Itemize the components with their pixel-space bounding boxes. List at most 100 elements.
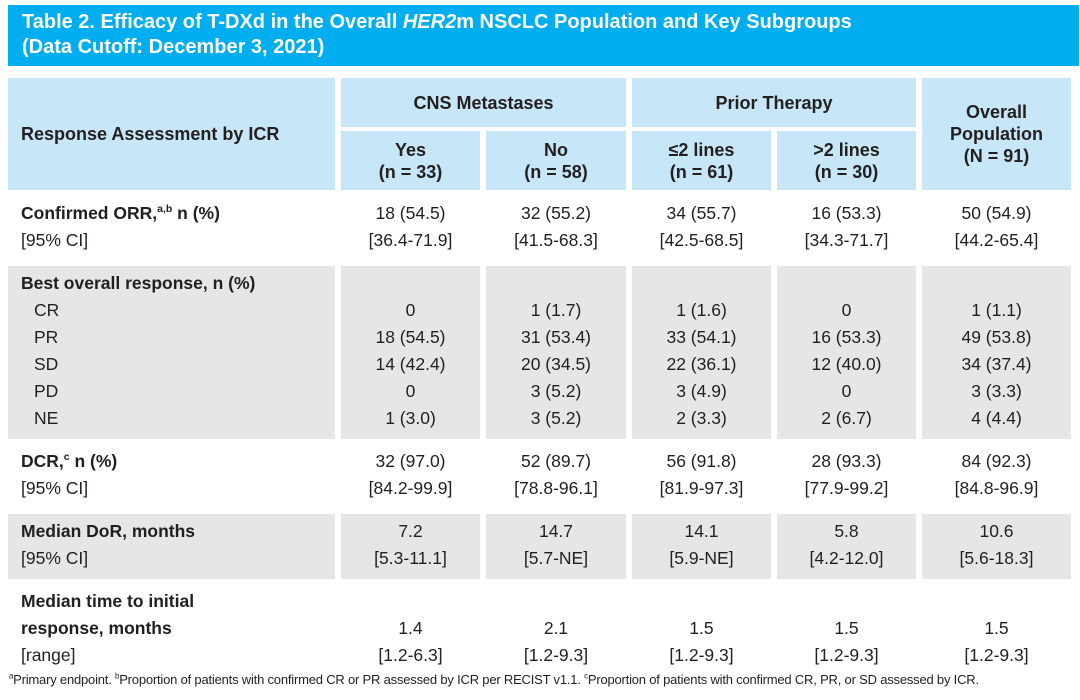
value: [36.4-71.9] (368, 230, 453, 250)
column-group-cns-metastases: CNS Metastases (341, 78, 626, 127)
value: [1.2-6.3] (378, 645, 443, 665)
column-n: (n = 30) (814, 161, 879, 182)
footnote: aPrimary endpoint. bProportion of patien… (9, 671, 979, 687)
value: 10.6 (979, 521, 1014, 541)
value: 33 (54.1) (666, 327, 737, 347)
value-cell: 1 (1.1) 49 (53.8) 34 (37.4) 3 (3.3) 4 (4.4) (922, 266, 1071, 439)
value-cell: 18 (54.5) [36.4-71.9] (341, 196, 480, 261)
value: 16 (53.3) (811, 327, 882, 347)
value: 18 (54.5) (375, 203, 446, 223)
value: [5.9-NE] (669, 548, 734, 568)
column-header-gt2-lines: >2 lines (n = 30) (777, 131, 916, 190)
value: [1.2-9.3] (814, 645, 879, 665)
value-cell: 14.1 [5.9-NE] (632, 514, 771, 579)
value: 31 (53.4) (520, 327, 592, 347)
value: 2 (6.7) (821, 408, 872, 428)
column-name: Yes (394, 139, 427, 160)
value: [84.8-96.9] (954, 478, 1039, 498)
value-cell: 34 (55.7) [42.5-68.5] (632, 196, 771, 261)
value: 0 (405, 300, 416, 320)
value (922, 588, 1071, 615)
value: [5.6-18.3] (959, 548, 1034, 568)
value: 0 (841, 381, 852, 401)
value: 3 (4.9) (676, 381, 727, 401)
value: 2.1 (543, 618, 569, 638)
footnote-marker: b (115, 671, 120, 681)
value: [5.3-11.1] (374, 548, 447, 568)
value: 3 (5.2) (530, 381, 582, 401)
value (341, 588, 480, 615)
row-label: PD (34, 381, 59, 401)
value: 14 (42.4) (375, 354, 446, 374)
value-cell: 84 (92.3) [84.8-96.9] (922, 444, 1071, 509)
column-group-prior-therapy: Prior Therapy (632, 78, 916, 127)
stub-header-label: Response Assessment by ICR (21, 124, 280, 144)
column-name: >2 lines (813, 139, 880, 160)
value: 12 (40.0) (811, 354, 882, 374)
value: 56 (91.8) (666, 451, 737, 471)
row-label: NE (34, 408, 59, 428)
column-header-overall-population: Overall Population (N = 91) (922, 78, 1071, 190)
column-name: No (544, 139, 568, 160)
value: 34 (37.4) (961, 354, 1032, 374)
efficacy-table: Response Assessment by ICR CNS Metastase… (8, 78, 1071, 681)
value-cell: 10.6 [5.6-18.3] (922, 514, 1071, 579)
value: [4.2-12.0] (809, 548, 884, 568)
value: [77.9-99.2] (804, 478, 889, 498)
row-label: DCR,c n (%) (21, 451, 118, 471)
value: 50 (54.9) (961, 203, 1032, 223)
value-cell: 1 (1.6) 33 (54.1) 22 (36.1) 3 (4.9) 2 (3.3) (632, 266, 771, 439)
value: 18 (54.5) (375, 327, 446, 347)
value: 5.8 (834, 521, 859, 541)
value (777, 588, 916, 615)
value-cell: 16 (53.3) [34.3-71.7] (777, 196, 916, 261)
row-label: CR (34, 300, 60, 320)
value-cell: 2.1 [1.2-9.3] (486, 584, 626, 676)
row-label: Confirmed ORR,a,b n (%) (21, 203, 220, 223)
table-title-bar: Table 2. Efficacy of T-DXd in the Overal… (8, 5, 1079, 66)
value: 1.5 (689, 618, 714, 638)
value-cell: 1.5 [1.2-9.3] (632, 584, 771, 676)
value: [42.5-68.5] (659, 230, 744, 250)
value-cell: 52 (89.7) [78.8-96.1] (486, 444, 626, 509)
value-cell: 1.4 [1.2-6.3] (341, 584, 480, 676)
value: 3 (5.2) (530, 408, 582, 428)
table-section: Confirmed ORR,a,b n (%) [95% CI] 18 (54.5)… (8, 196, 1071, 261)
stub-header-cell: Response Assessment by ICR (8, 78, 335, 190)
row-label: SD (34, 354, 59, 374)
gene-name-italic: HER2 (402, 11, 457, 33)
row-label: response, months (21, 618, 172, 638)
value: [1.2-9.3] (964, 645, 1029, 665)
column-header-cns-yes: Yes (n = 33) (341, 131, 480, 190)
value (486, 270, 626, 297)
value: 1.4 (398, 618, 423, 638)
value: 28 (93.3) (811, 451, 882, 471)
row-label-cell: Median time to initial response, months [r… (8, 584, 335, 676)
value: 14.7 (538, 521, 574, 541)
value: [1.2-9.3] (523, 645, 589, 665)
row-label: Median DoR, months (21, 521, 196, 541)
column-header-cns-no: No (n = 58) (486, 131, 626, 190)
value-cell: 50 (54.9) [44.2-65.4] (922, 196, 1071, 261)
value: 1 (3.0) (385, 408, 436, 428)
value-cell: 56 (91.8) [81.9-97.3] (632, 444, 771, 509)
row-label: [range] (21, 645, 76, 665)
value: 1 (1.7) (530, 300, 582, 320)
value (632, 270, 771, 297)
value: [44.2-65.4] (954, 230, 1039, 250)
value-cell: 1 (1.7) 31 (53.4) 20 (34.5) 3 (5.2) 3 (5.2) (486, 266, 626, 439)
value: 49 (53.8) (961, 327, 1032, 347)
row-label: Best overall response, n (%) (21, 273, 256, 293)
table-body: Confirmed ORR,a,b n (%) [95% CI] 18 (54.5)… (8, 196, 1071, 676)
value: 3 (3.3) (971, 381, 1022, 401)
value: 32 (55.2) (520, 203, 592, 223)
value: [78.8-96.1] (514, 478, 598, 498)
value: 16 (53.3) (811, 203, 882, 223)
value-cell: 32 (97.0) [84.2-99.9] (341, 444, 480, 509)
value: [1.2-9.3] (669, 645, 734, 665)
column-name: ≤2 lines (668, 139, 735, 160)
row-label-cell: Confirmed ORR,a,b n (%) [95% CI] (8, 196, 335, 261)
row-label: PR (34, 327, 59, 347)
overall-line: Population (950, 124, 1043, 144)
